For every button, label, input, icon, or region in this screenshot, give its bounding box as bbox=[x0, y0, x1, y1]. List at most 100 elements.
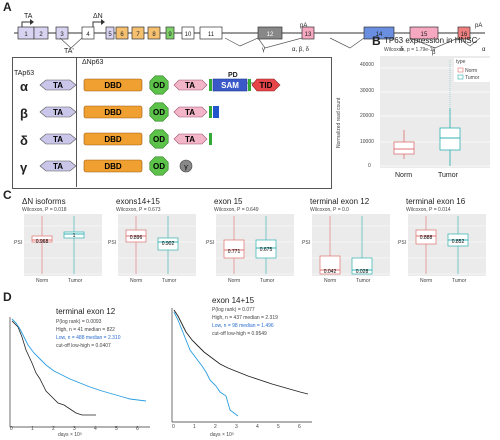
iso-0-ta bbox=[39, 79, 77, 91]
c-plot-0: 0.968 1 bbox=[24, 214, 102, 276]
iso-0-green-bar-2 bbox=[248, 79, 251, 91]
c-plot-4-xlabel-norm: Norm bbox=[420, 278, 433, 284]
exon-10 bbox=[181, 26, 195, 40]
km-left-xtick-2: 2 bbox=[52, 426, 55, 432]
domain-structure-box bbox=[12, 57, 332, 189]
c-plot-2-subtitle: Wilcoxon, P = 0.649 bbox=[214, 207, 259, 213]
exon-label-10: 10 bbox=[185, 32, 192, 38]
c-plot-4: 0.888 0.852 bbox=[408, 214, 486, 276]
panel-b-title: TP63 expression in HNSC bbox=[384, 36, 478, 45]
km-right-xlabel: days × 10³ bbox=[210, 432, 234, 438]
km-left-stat-high: High, n = 41 median = 822 bbox=[56, 327, 115, 333]
isoform-greek-3: γ bbox=[20, 160, 28, 175]
iso-0-ta2 bbox=[173, 79, 208, 91]
exon-12 bbox=[257, 26, 283, 40]
pa-label-2: pA bbox=[475, 23, 483, 29]
iso-2-ta-label: TA bbox=[53, 135, 63, 144]
ta-prime-label: TA' bbox=[64, 48, 74, 55]
c-plot-0-tumor-value: 1 bbox=[73, 233, 76, 239]
pa-label-1: pA bbox=[300, 23, 308, 29]
tap63-label: TAp63 bbox=[14, 70, 35, 77]
end-label-delta: δ bbox=[400, 47, 404, 53]
c-plot-3-norm-value: 0.042 bbox=[324, 269, 337, 275]
iso-0-sam-label: SAM bbox=[221, 81, 239, 90]
panel-b-legend-tumor: Tumor bbox=[465, 75, 480, 81]
km-left-title: terminal exon 12 bbox=[56, 307, 116, 316]
c-plot-3-xlabel-norm: Norm bbox=[324, 278, 337, 284]
exon-label-9: 9 bbox=[168, 32, 172, 38]
exon-6 bbox=[115, 26, 129, 40]
panel-b-ytick-4: 40000 bbox=[360, 62, 374, 68]
iso-3-dbd-label: DBD bbox=[104, 162, 122, 171]
iso-2-od bbox=[149, 129, 169, 149]
exon-label-5: 5 bbox=[108, 32, 112, 38]
km-right-xtick-6: 6 bbox=[298, 424, 301, 430]
c-plot-1-xlabel-norm: Norm bbox=[130, 278, 143, 284]
c-plot-1-ylabel: PSI bbox=[108, 240, 117, 246]
km-left-xtick-3: 3 bbox=[73, 426, 76, 432]
km-right-stat-high: High, n = 437 median = 2.319 bbox=[212, 315, 278, 321]
iso-1-ta2-label: TA bbox=[185, 108, 195, 117]
exon-label-12: 12 bbox=[267, 32, 274, 38]
c-plot-3: 0.042 0.028 bbox=[312, 214, 390, 276]
c-plot-4-ylabel: PSI bbox=[398, 240, 407, 246]
iso-0-tid-label: TID bbox=[260, 81, 273, 90]
iso-1-blue-bar bbox=[213, 106, 219, 118]
km-right-stat-low: Low, n = 98 median = 1.496 bbox=[212, 323, 274, 329]
exon-label-14: 14 bbox=[376, 32, 383, 38]
km-right-xtick-2: 2 bbox=[214, 424, 217, 430]
exon-5 bbox=[105, 26, 115, 40]
c-plot-0-norm-value: 0.968 bbox=[36, 239, 49, 245]
c-plot-0-ylabel: PSI bbox=[14, 240, 23, 246]
c-plot-1-title: exons14+15 bbox=[116, 197, 160, 206]
exon-7 bbox=[131, 26, 145, 40]
panel-b-ytick-0: 0 bbox=[368, 163, 371, 169]
c-plot-1-norm-value: 0.896 bbox=[130, 235, 143, 241]
pd-label: PD bbox=[228, 72, 238, 79]
end-label-beta: β bbox=[432, 50, 436, 56]
iso-0-sam bbox=[212, 78, 248, 92]
iso-0-od bbox=[149, 75, 169, 95]
panel-b-legend-norm: Norm bbox=[465, 68, 478, 74]
exon-label-6: 6 bbox=[120, 32, 124, 38]
exon-16 bbox=[457, 26, 471, 40]
panel-b-subtitle: Wilcoxon, p = 1.79e-10 bbox=[384, 47, 436, 53]
exon-label-4: 4 bbox=[86, 32, 90, 38]
iso-1-ta bbox=[39, 106, 77, 118]
exon-2 bbox=[33, 26, 49, 40]
c-plot-4-xlabel-tumor: Tumor bbox=[452, 278, 467, 284]
dn-promoter-label: ΔN bbox=[93, 13, 103, 20]
iso-1-dbd bbox=[83, 105, 143, 119]
panel-b-ytick-3: 30000 bbox=[360, 88, 374, 94]
exon-label-7: 7 bbox=[136, 32, 140, 38]
isoform-greek-0: α bbox=[20, 79, 28, 94]
iso-2-ta bbox=[39, 133, 77, 145]
iso-3-ta-label: TA bbox=[53, 162, 63, 171]
c-plot-0-xlabel-tumor: Tumor bbox=[68, 278, 83, 284]
exon-8 bbox=[147, 26, 161, 40]
iso-1-ta2 bbox=[173, 106, 208, 118]
panel-b-ytick-2: 20000 bbox=[360, 113, 374, 119]
iso-0-green-bar bbox=[209, 79, 212, 91]
domain-diagram: TA DBD OD TA SAM TID TA DBD OD TA TA DBD OD TA TA DBD OD… bbox=[39, 75, 281, 176]
iso-0-ta-label: TA bbox=[53, 81, 63, 90]
exon-label-13: 13 bbox=[305, 32, 312, 38]
km-left-xtick-5: 5 bbox=[115, 426, 118, 432]
c-plot-1-tumor-value: 0.902 bbox=[162, 241, 175, 247]
iso-2-ta2-label: TA bbox=[185, 135, 195, 144]
panel-label-a: A bbox=[3, 0, 12, 14]
km-left-stat-cutoff: cut-off low-high = 0.0407 bbox=[56, 343, 111, 349]
iso-0-od-label: OD bbox=[153, 81, 165, 90]
iso-1-green-bar bbox=[209, 106, 212, 118]
iso-3-od bbox=[149, 156, 169, 176]
panel-b-boxplot bbox=[380, 56, 496, 168]
exon-9 bbox=[165, 26, 175, 40]
c-plot-2: 0.771 0.675 bbox=[216, 214, 294, 276]
c-plot-4-title: terminal exon 16 bbox=[406, 197, 466, 206]
c-plot-4-tumor-value: 0.852 bbox=[452, 239, 465, 245]
isoform-greek-2: δ bbox=[20, 133, 28, 148]
km-left-xtick-1: 1 bbox=[31, 426, 34, 432]
iso-1-dbd-label: DBD bbox=[104, 108, 122, 117]
panel-b-ytick-1: 10000 bbox=[360, 139, 374, 145]
